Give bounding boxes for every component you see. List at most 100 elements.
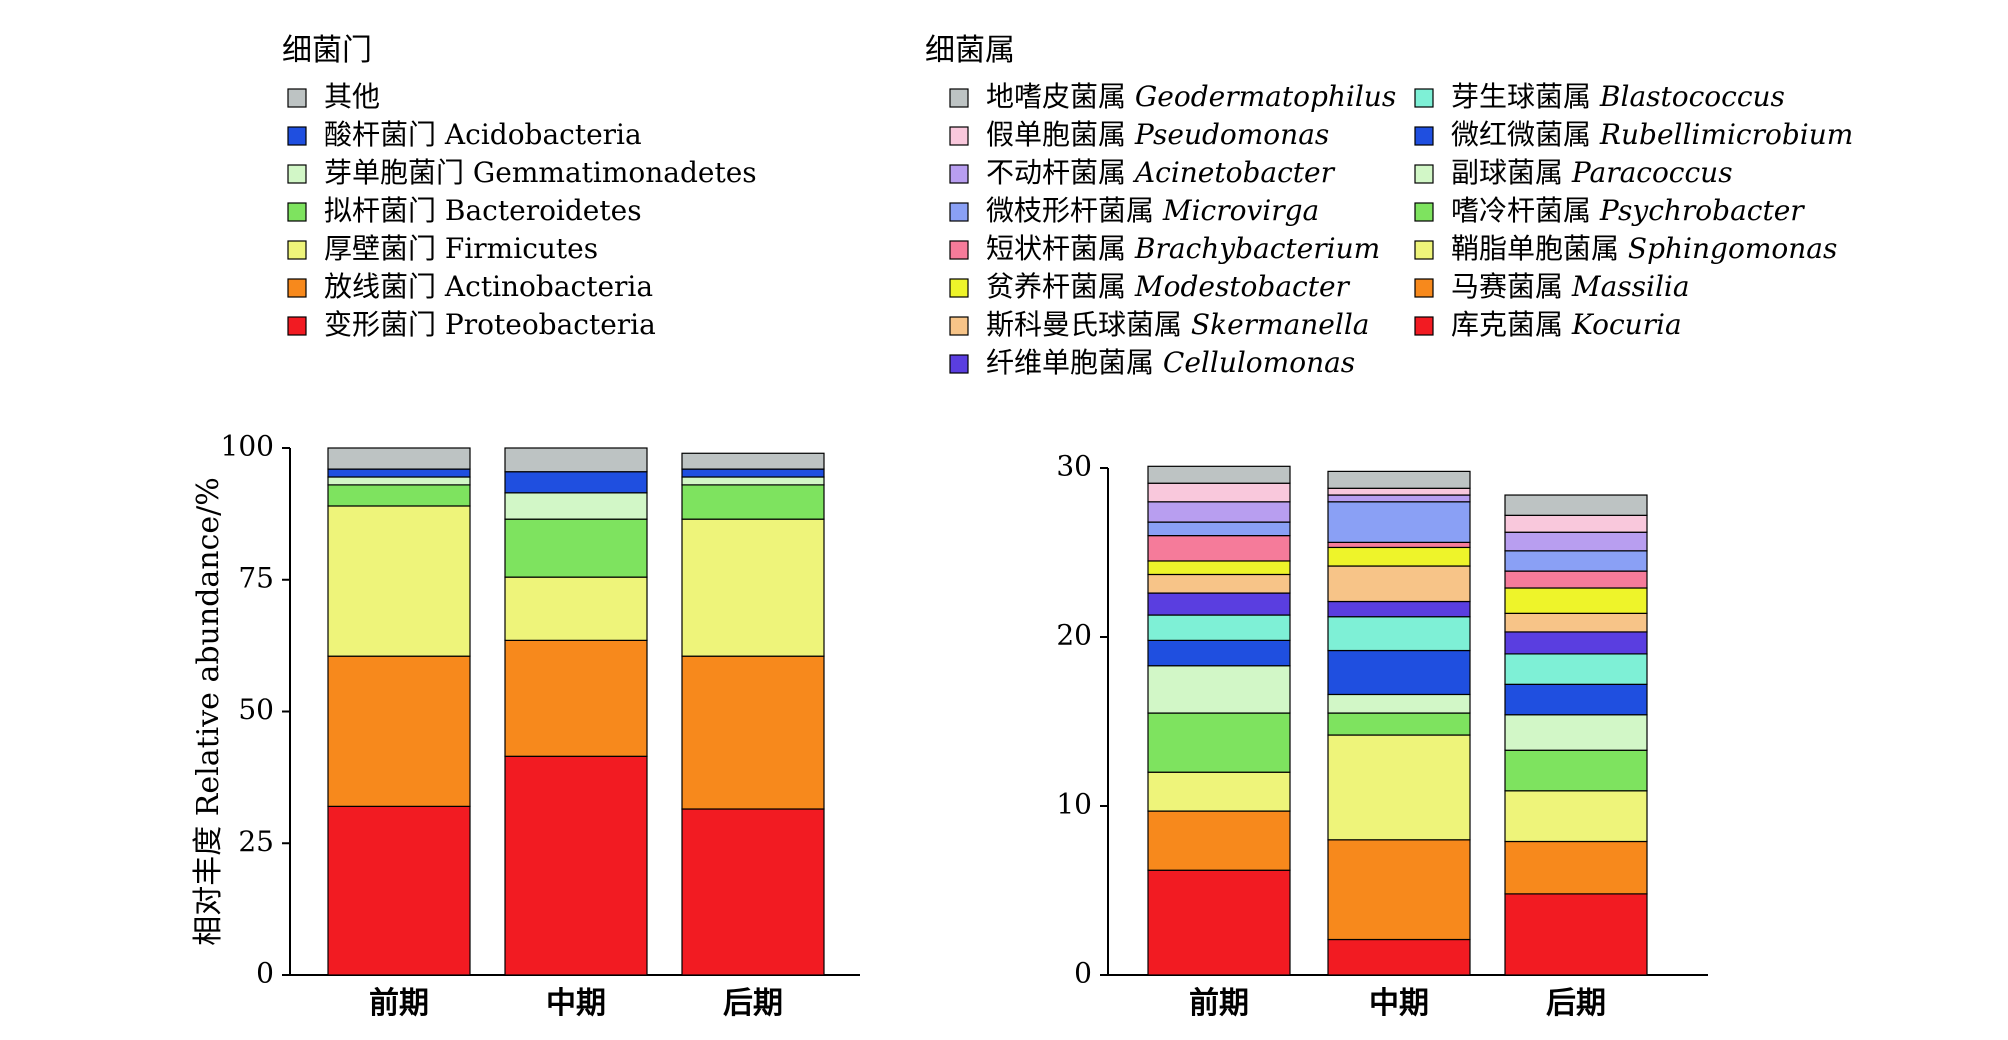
bar-segment (1327, 541, 1471, 549)
bar-segment (1327, 487, 1471, 496)
bar-segment (1504, 612, 1648, 633)
legend-swatch (1414, 126, 1434, 146)
y-tick-label: 30 (1056, 450, 1092, 483)
bar-segment (1504, 840, 1648, 895)
y-tick-label: 0 (256, 957, 274, 990)
x-category-label: 前期 (1189, 986, 1249, 1021)
legend-swatch (1414, 240, 1434, 260)
legend-title: 细菌属 (925, 33, 1015, 68)
legend-label: 纤维单胞菌属 Cellulomonas (986, 346, 1355, 379)
legend-swatch (949, 88, 969, 108)
legend-swatch (1414, 278, 1434, 298)
bar-segment (327, 484, 471, 507)
legend-label: 其他 (324, 80, 380, 113)
bar-segment (504, 447, 648, 473)
legend-swatch (287, 126, 307, 146)
bar-segment (681, 808, 825, 976)
y-tick-label: 50 (238, 693, 274, 726)
legend-swatch (949, 126, 969, 146)
legend-label: 库克菌属 Kocuria (1451, 308, 1682, 341)
bar-segment (1147, 639, 1291, 667)
legend-swatch (287, 316, 307, 336)
bar-segment (1327, 546, 1471, 567)
legend-swatch (287, 278, 307, 298)
bar-segment (681, 476, 825, 486)
legend-swatch (1414, 202, 1434, 222)
bar-segment (1504, 653, 1648, 685)
bar-segment (1504, 683, 1648, 716)
bar-segment (1147, 810, 1291, 871)
bar-segment (1327, 938, 1471, 976)
legend-swatch (949, 164, 969, 184)
bar-segment (1147, 573, 1291, 594)
bar-segment (327, 505, 471, 657)
bar-segment (1147, 592, 1291, 616)
bar-segment (1147, 560, 1291, 576)
legend-swatch (287, 88, 307, 108)
legend-swatch (1414, 88, 1434, 108)
bar-segment (1504, 714, 1648, 751)
bar-segment (1327, 494, 1471, 503)
legend-label: 芽生球菌属 Blastococcus (1451, 80, 1785, 113)
bar-segment (1327, 712, 1471, 736)
legend-label: 放线菌门 Actinobacteria (324, 270, 653, 303)
legend-swatch (287, 202, 307, 222)
legend-label: 微红微菌属 Rubellimicrobium (1451, 118, 1853, 151)
y-tick-label: 0 (1074, 957, 1092, 990)
bar-segment (1327, 600, 1471, 618)
legend-label: 假单胞菌属 Pseudomonas (986, 118, 1329, 151)
bar-segment (1147, 501, 1291, 523)
y-tick-label: 20 (1056, 619, 1092, 652)
legend-title: 细菌门 (282, 33, 372, 68)
chart-1: 细菌门 0 25 50 75 100 前期 中期 后期 相对丰度 Relative abundan… (191, 33, 860, 1021)
bar-segment (1504, 531, 1648, 552)
legend-label: 斯科曼氏球菌属 Skermanella (986, 308, 1369, 341)
bar-segment (1327, 734, 1471, 841)
legend-label: 不动杆菌属 Acinetobacter (986, 156, 1336, 189)
bar-segment (327, 447, 471, 470)
bar-segment (504, 576, 648, 641)
bar-segment (1147, 482, 1291, 503)
bar-segment (681, 518, 825, 657)
y-tick-label: 75 (238, 561, 274, 594)
bar-segment (504, 518, 648, 578)
bar-segment (504, 755, 648, 976)
y-tick-label: 100 (221, 430, 274, 463)
bar-segment (1504, 570, 1648, 589)
bar-segment (1327, 649, 1471, 696)
bar-segment (1504, 514, 1648, 533)
x-category-label: 后期 (723, 986, 783, 1021)
bar-segment (1327, 501, 1471, 543)
bar-segment (327, 655, 471, 807)
legend-swatch (1414, 316, 1434, 336)
legend-swatch (949, 354, 969, 374)
bar-segment (1147, 614, 1291, 641)
bar-segment (1147, 521, 1291, 537)
bar-segment (1147, 665, 1291, 714)
bar-segment (1147, 534, 1291, 562)
legend-swatch (949, 202, 969, 222)
bar-segment (1327, 565, 1471, 603)
y-axis-title: 相对丰度 Relative abundance/% (191, 477, 226, 946)
x-category-label: 前期 (369, 986, 429, 1021)
bar-segment (681, 484, 825, 520)
bar-segment (1504, 550, 1648, 572)
bar-segment (1504, 893, 1648, 976)
bar-segment (1327, 839, 1471, 941)
legend-swatch (1414, 164, 1434, 184)
bar-segment (1504, 631, 1648, 655)
bar-segment (327, 805, 471, 976)
legend-label: 贫养杆菌属 Modestobacter (986, 270, 1351, 303)
y-tick-label: 10 (1056, 788, 1092, 821)
legend-swatch (287, 164, 307, 184)
bar-segment (504, 471, 648, 494)
legend-swatch (949, 278, 969, 298)
x-category-label: 后期 (1546, 986, 1606, 1021)
legend-label: 嗜冷杆菌属 Psychrobacter (1451, 194, 1805, 227)
legend-label: 厚壁菌门 Firmicutes (324, 232, 598, 265)
bar-segment (1327, 693, 1471, 714)
bar-segment (1147, 869, 1291, 976)
bar-segment (1147, 465, 1291, 484)
legend-swatch (949, 240, 969, 260)
bar-segment (1504, 790, 1648, 843)
